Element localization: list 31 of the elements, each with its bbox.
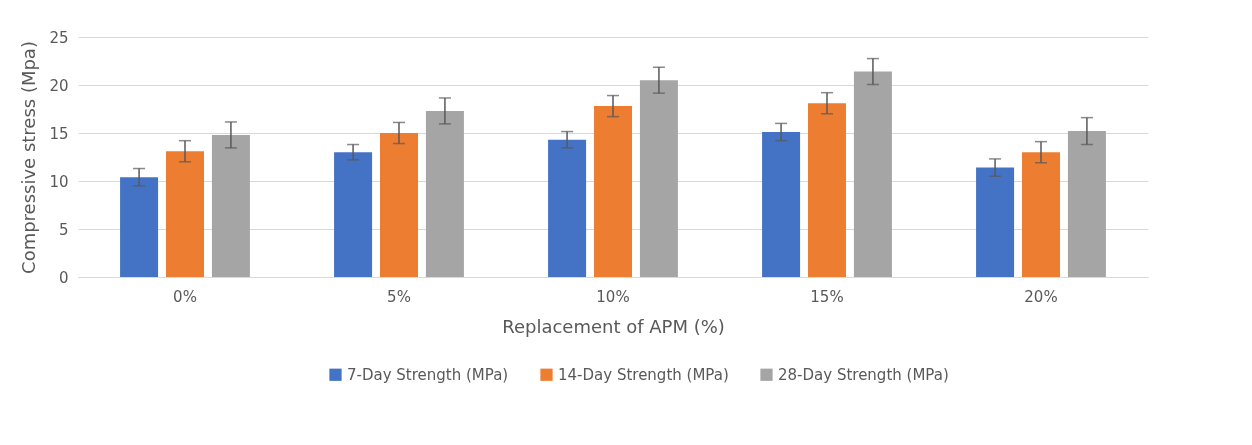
x-tick-label: 20% (1024, 287, 1058, 306)
y-tick-label: 25 (49, 28, 69, 47)
bar (120, 177, 159, 277)
bar (808, 103, 846, 277)
bar (762, 132, 801, 277)
x-tick-label: 0% (173, 287, 197, 306)
bar (594, 106, 632, 277)
y-tick-label: 20 (49, 76, 69, 95)
x-tick-label: 5% (387, 287, 411, 306)
bar (334, 152, 373, 277)
y-axis-title: Compressive stress (Mpa) (18, 41, 40, 274)
y-tick-label: 10 (49, 172, 69, 191)
y-tick-label: 5 (58, 220, 69, 239)
bar (853, 71, 892, 277)
legend-label: 7-Day Strength (MPa) (347, 365, 509, 384)
bar (425, 110, 464, 277)
legend-label: 28-Day Strength (MPa) (778, 365, 949, 384)
y-tick-label: 0 (58, 268, 69, 287)
x-tick-label: 10% (596, 287, 630, 306)
x-axis-title: Replacement of APM (%) (502, 315, 725, 337)
bar (211, 134, 250, 277)
y-tick-label: 15 (49, 124, 69, 143)
legend-label: 14-Day Strength (MPa) (558, 365, 729, 384)
bar (639, 80, 678, 277)
bar (976, 167, 1015, 277)
bar (548, 139, 587, 277)
bar (166, 151, 204, 277)
x-tick-label: 15% (810, 287, 844, 306)
bar (1022, 152, 1060, 277)
bar (1067, 131, 1106, 277)
bar (380, 133, 418, 277)
